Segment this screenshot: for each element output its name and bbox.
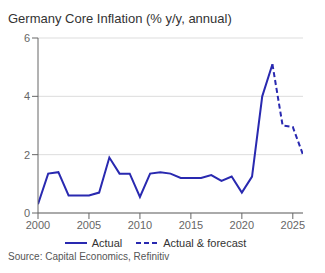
svg-text:6: 6	[24, 32, 30, 44]
svg-text:2005: 2005	[77, 219, 101, 231]
svg-text:2015: 2015	[179, 219, 203, 231]
svg-text:4: 4	[24, 90, 30, 102]
svg-text:0: 0	[24, 207, 30, 219]
html-text:Actual & forecast: Actual & forecast	[163, 237, 247, 249]
svg-text:2010: 2010	[128, 219, 152, 231]
svg-text:2: 2	[24, 149, 30, 161]
svg-text:2020: 2020	[230, 219, 254, 231]
svg-text:2025: 2025	[281, 219, 305, 231]
html-text:Actual: Actual	[91, 237, 123, 249]
html-text:Germany Core Inflation (% y/y,: Germany Core Inflation (% y/y, annual)	[8, 11, 232, 26]
html-text:Source: Capital Economics, Ref: Source: Capital Economics, Refinitiv	[8, 251, 170, 262]
svg-text:2000: 2000	[26, 219, 50, 231]
